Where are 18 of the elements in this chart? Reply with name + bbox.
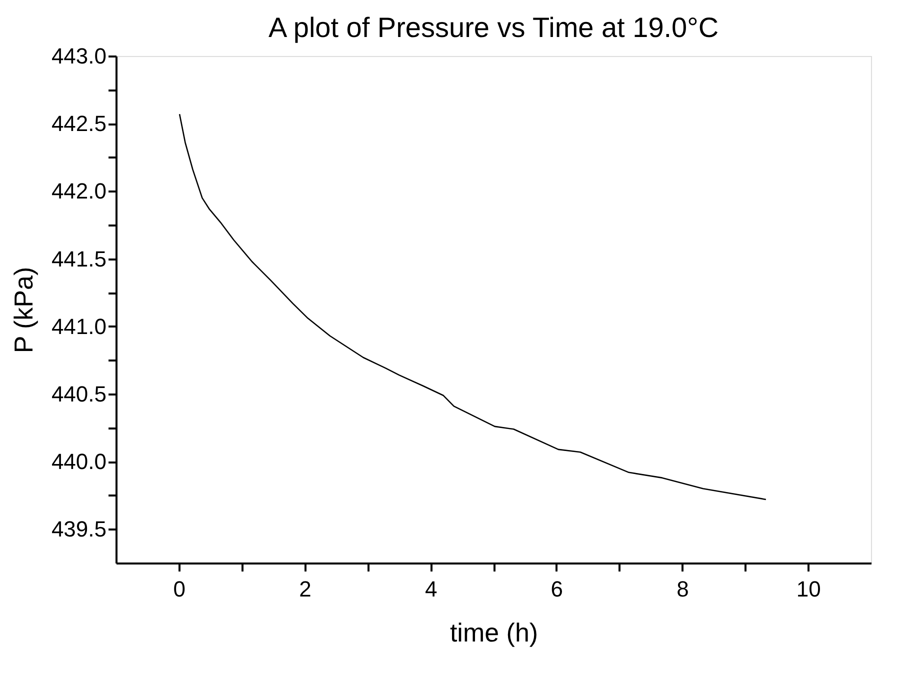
chart-title: A plot of Pressure vs Time at 19.0°C bbox=[268, 12, 719, 43]
y-tick-label: 443.0 bbox=[51, 44, 106, 68]
x-tick-label: 6 bbox=[550, 576, 564, 602]
x-tick-label: 0 bbox=[173, 576, 186, 602]
x-axis-title: time (h) bbox=[450, 618, 538, 648]
y-tick-label: 439.5 bbox=[51, 516, 106, 542]
x-tick-label: 10 bbox=[796, 576, 821, 602]
line-series bbox=[178, 113, 767, 500]
y-tick-label: 442.0 bbox=[51, 178, 106, 204]
y-tick-label: 441.5 bbox=[51, 246, 106, 272]
x-tick-label: 4 bbox=[424, 576, 438, 602]
y-axis-title: P (kPa) bbox=[8, 266, 38, 354]
x-tick-label: 8 bbox=[676, 576, 689, 602]
x-tick-label: 2 bbox=[299, 576, 312, 602]
y-tick-label: 441.0 bbox=[51, 314, 106, 339]
y-tick-label: 440.0 bbox=[51, 449, 106, 474]
y-tick-label: 440.5 bbox=[51, 382, 106, 406]
y-tick-label: 442.5 bbox=[51, 111, 106, 136]
